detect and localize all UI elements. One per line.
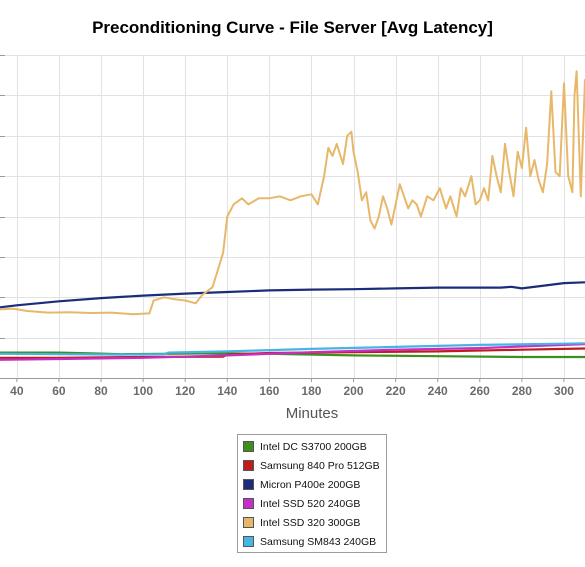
x-tick-label: 200: [344, 384, 364, 398]
legend-item: Micron P400e 200GB: [238, 475, 386, 494]
legend-label: Samsung SM843 240GB: [260, 535, 377, 548]
legend-swatch: [243, 498, 254, 509]
legend-swatch: [243, 460, 254, 471]
legend-item: Intel SSD 520 240GB: [238, 494, 386, 513]
x-axis-title: Minutes: [286, 405, 339, 422]
x-tick-label: 240: [428, 384, 448, 398]
x-tick-label: 120: [175, 384, 195, 398]
series-line-5: [0, 70, 585, 316]
series-line-6: [0, 342, 585, 356]
legend-label: Samsung 840 Pro 512GB: [260, 459, 380, 472]
x-tick-label: 220: [386, 384, 406, 398]
legend: Intel DC S3700 200GB Samsung 840 Pro 512G…: [237, 434, 387, 553]
legend-swatch: [243, 517, 254, 528]
x-tick-label: 40: [10, 384, 24, 398]
legend-swatch: [243, 536, 254, 547]
grid-layer: [0, 55, 585, 378]
x-tick-label: 160: [259, 384, 279, 398]
chart-title: Preconditioning Curve - File Server [Avg…: [92, 18, 493, 37]
legend-item: Intel DC S3700 200GB: [238, 437, 386, 456]
x-tick-label: 100: [133, 384, 153, 398]
x-tick-label: 280: [512, 384, 532, 398]
x-tick-label: 140: [217, 384, 237, 398]
x-tick-label: 180: [301, 384, 321, 398]
legend-item: Samsung 840 Pro 512GB: [238, 456, 386, 475]
legend-item: Intel SSD 320 300GB: [238, 513, 386, 532]
legend-label: Intel DC S3700 200GB: [260, 440, 367, 453]
axis-layer: 40 60 80 100 120 140 160 180 200 220 240 260 280 300: [0, 378, 585, 398]
x-tick-label: 260: [470, 384, 490, 398]
series-line-3: [0, 281, 585, 309]
legend-swatch: [243, 479, 254, 490]
legend-swatch: [243, 441, 254, 452]
legend-item: Samsung SM843 240GB: [238, 532, 386, 551]
legend-label: Intel SSD 520 240GB: [260, 497, 361, 510]
series-layer: [0, 70, 585, 361]
series-line-4: [0, 343, 585, 361]
legend-label: Intel SSD 320 300GB: [260, 516, 361, 529]
x-tick-label: 300: [554, 384, 574, 398]
x-tick-label: 60: [52, 384, 66, 398]
x-tick-label: 80: [94, 384, 108, 398]
legend-label: Micron P400e 200GB: [260, 478, 361, 491]
